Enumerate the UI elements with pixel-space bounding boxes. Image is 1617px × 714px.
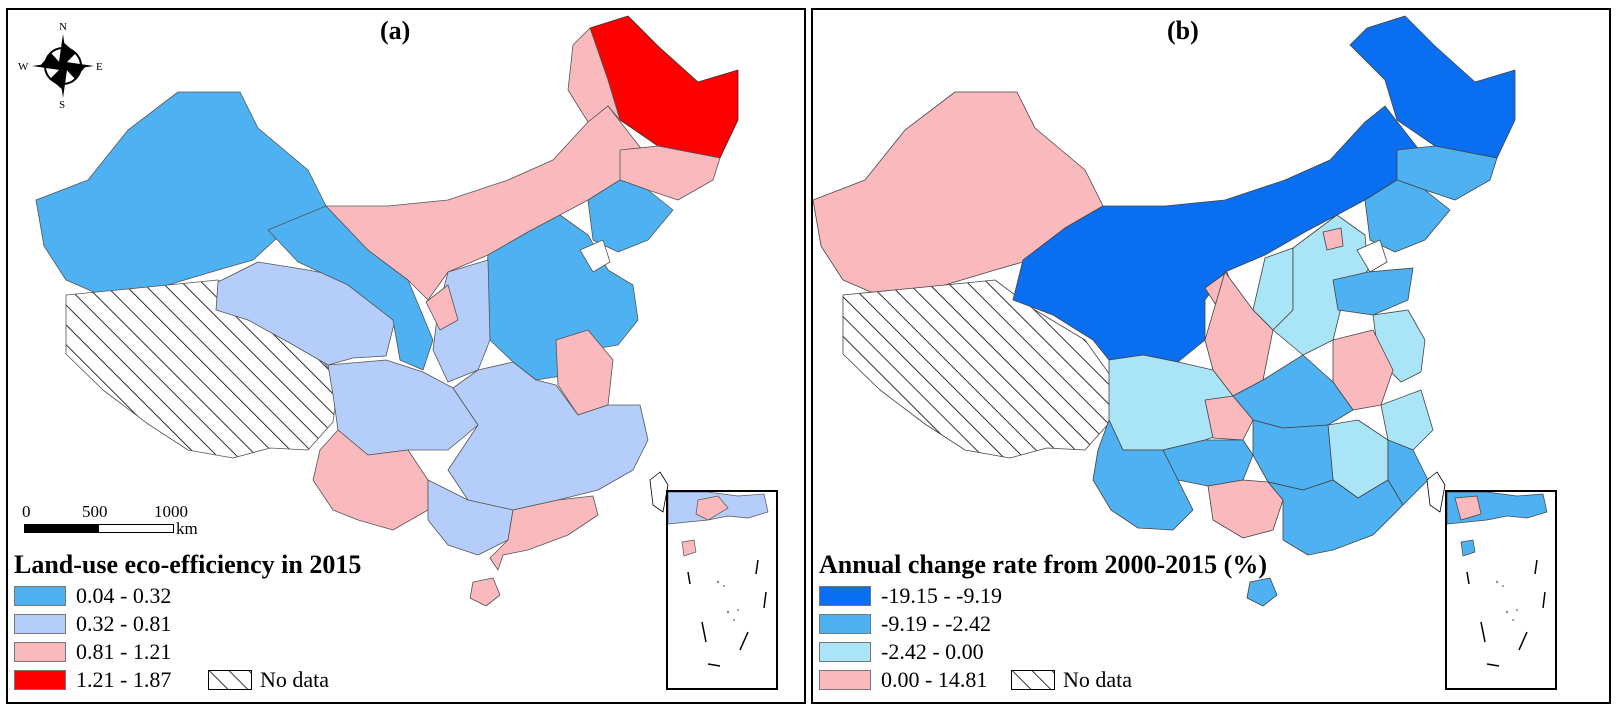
- scale-tick-1000: 1000: [154, 502, 188, 521]
- panel-label-a: (a): [380, 16, 411, 45]
- region-zhejiang: [1380, 389, 1434, 451]
- legend-row-a-1: 0.04 - 0.32: [14, 583, 172, 608]
- inset-map-a: [667, 491, 769, 667]
- legend-label: 0.81 - 1.21: [76, 639, 172, 664]
- region-inner-mongolia-ne: [567, 27, 621, 123]
- region-central-south: [447, 361, 649, 511]
- scale-unit: km: [176, 519, 198, 538]
- region-guizhou: [1162, 439, 1254, 487]
- map-panel-a: N S W E (a) 0 500 1000 km Land-use eco-e…: [6, 8, 806, 704]
- legend-swatch: [819, 642, 871, 662]
- legend-label: -2.42 - 0.00: [881, 639, 984, 664]
- legend-title-b: Annual change rate from 2000-2015 (%): [819, 550, 1267, 579]
- scale-tick-0: 0: [22, 502, 31, 521]
- legend-label: -9.19 - -2.42: [881, 611, 991, 636]
- hatch-swatch: [1011, 670, 1055, 690]
- legend-row-a-4: 1.21 - 1.87: [14, 667, 172, 692]
- legend-nodata-b: No data: [1011, 667, 1133, 692]
- legend-label: -19.15 - -9.19: [881, 583, 1002, 608]
- region-guangdong: [1267, 479, 1404, 556]
- inset-south-china-sea-a: [666, 490, 778, 690]
- legend-nodata-label: No data: [260, 667, 330, 692]
- region-guangxi: [427, 479, 514, 556]
- legend-label: 0.04 - 0.32: [76, 583, 172, 608]
- legend-row-b-2: -9.19 - -2.42: [819, 611, 991, 636]
- legend-swatch: [819, 614, 871, 634]
- legend-row-a-3: 0.81 - 1.21: [14, 639, 172, 664]
- map-panel-b: (b) Annual change rate from 2000-2015 (%…: [811, 8, 1611, 704]
- region-heilongjiang: [1349, 15, 1516, 159]
- inset-map-b: [1446, 491, 1548, 667]
- region-xinjiang: [35, 91, 327, 297]
- legend-swatch: [819, 670, 871, 690]
- legend-swatch: [14, 670, 66, 690]
- region-hebei-henan: [1272, 214, 1369, 356]
- compass-icon: N S W E: [18, 21, 103, 111]
- legend-row-b-4: 0.00 - 14.81: [819, 667, 988, 692]
- region-liaoning: [587, 179, 674, 253]
- region-taiwan: [1426, 471, 1446, 513]
- legend-swatch: [14, 586, 66, 606]
- hatch-swatch: [208, 670, 252, 690]
- china-map-b: [813, 15, 1516, 607]
- legend-row-b-3: -2.42 - 0.00: [819, 639, 984, 664]
- region-taiwan: [649, 471, 669, 513]
- legend-title-a: Land-use eco-efficiency in 2015: [14, 550, 362, 579]
- scale-bar-fill: [25, 525, 99, 532]
- region-beijing: [1322, 227, 1344, 251]
- region-yunnan: [312, 429, 429, 531]
- legend-swatch: [819, 586, 871, 606]
- region-tibet-nodata: [842, 279, 1116, 459]
- compass-e: E: [96, 61, 103, 73]
- legend-label: 0.00 - 14.81: [881, 667, 988, 692]
- region-guangxi: [1207, 479, 1284, 539]
- region-sichuan: [327, 359, 479, 456]
- region-guangdong: [489, 495, 599, 571]
- region-hainan: [1246, 577, 1278, 607]
- region-hainan: [469, 577, 501, 607]
- legend-swatch: [14, 642, 66, 662]
- legend-nodata-a: No data: [208, 667, 330, 692]
- compass-s: S: [59, 99, 65, 108]
- inset-south-china-sea-b: [1445, 490, 1557, 690]
- scale-bar-frame: [24, 524, 174, 533]
- panel-label-b: (b): [1167, 16, 1199, 45]
- legend-row-a-2: 0.32 - 0.81: [14, 611, 172, 636]
- region-shandong: [1332, 267, 1414, 316]
- compass-n: N: [59, 21, 67, 33]
- legend-label: 0.32 - 0.81: [76, 611, 172, 636]
- compass-rose: N S W E: [16, 18, 106, 111]
- legend-swatch: [14, 614, 66, 634]
- compass-w: W: [18, 61, 29, 73]
- region-yunnan: [1092, 419, 1194, 531]
- region-liaoning: [1364, 179, 1451, 253]
- legend-nodata-label: No data: [1063, 667, 1133, 692]
- scale-bar: 0 500 1000 km: [18, 502, 218, 550]
- scale-tick-500: 500: [82, 502, 108, 521]
- legend-label: 1.21 - 1.87: [76, 667, 172, 692]
- region-hunan: [1252, 419, 1334, 491]
- legend-row-b-1: -19.15 - -9.19: [819, 583, 1002, 608]
- region-fujian: [1387, 439, 1429, 506]
- region-ningxia: [425, 284, 459, 331]
- region-chongqing: [1204, 395, 1254, 441]
- china-map-a: [35, 15, 739, 607]
